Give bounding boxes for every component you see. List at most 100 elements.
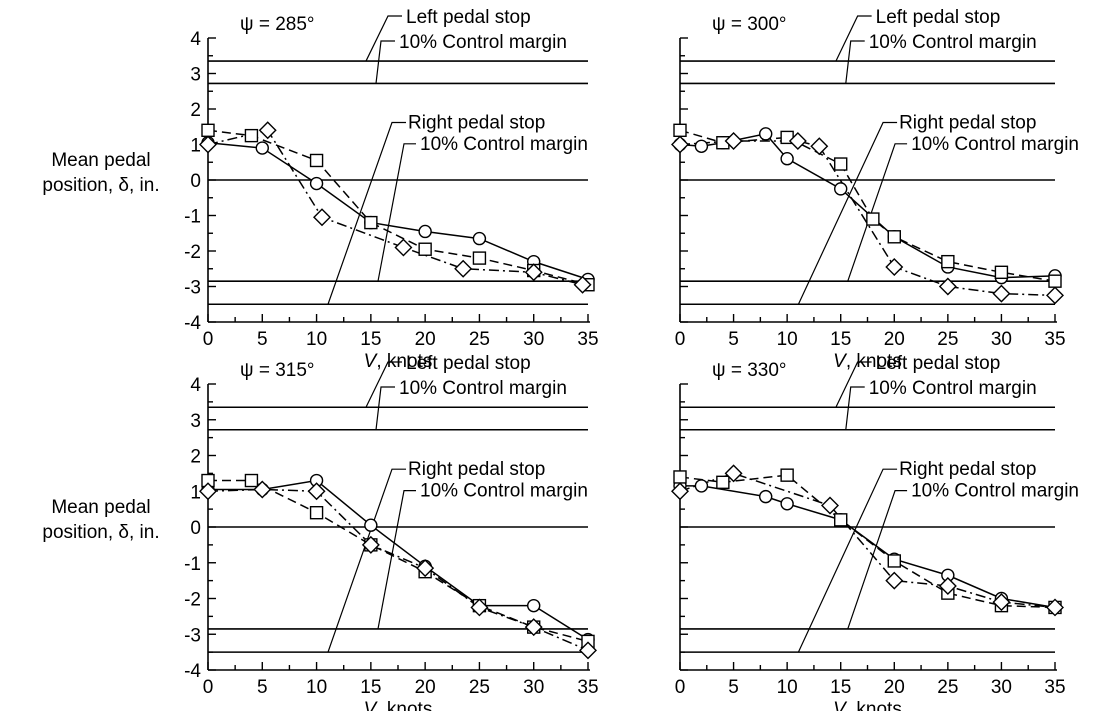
x-tick-label: 15 bbox=[830, 329, 851, 350]
y-tick-label: 1 bbox=[190, 136, 201, 157]
data-point-circle bbox=[694, 479, 709, 493]
data-point-diamond bbox=[199, 135, 217, 154]
annotation-control-margin-lower: 10% Control margin bbox=[420, 481, 588, 502]
annotation-control-margin-lower: 10% Control margin bbox=[911, 134, 1079, 155]
annotation-left-pedal-stop: Left pedal stop bbox=[406, 7, 531, 28]
data-point-square bbox=[309, 506, 324, 520]
x-tick-label: 25 bbox=[937, 677, 958, 698]
data-point-diamond bbox=[253, 480, 272, 499]
data-point-diamond bbox=[524, 263, 543, 282]
y-tick-label: -2 bbox=[184, 590, 201, 611]
x-tick-label: 5 bbox=[257, 329, 268, 350]
annotation-leader bbox=[797, 468, 898, 653]
annotation-leader bbox=[835, 361, 872, 408]
data-point-square bbox=[673, 123, 687, 138]
y-axis-label: position, δ, in. bbox=[42, 522, 159, 543]
y-tick-label: -3 bbox=[184, 625, 201, 646]
x-tick-label: 0 bbox=[675, 677, 686, 698]
panel-title: ψ = 330° bbox=[712, 360, 787, 381]
data-point-diamond bbox=[938, 277, 957, 296]
x-tick-label: 0 bbox=[203, 677, 214, 698]
data-point-diamond bbox=[258, 121, 277, 140]
x-tick-label: 35 bbox=[1044, 677, 1065, 698]
panel-title: ψ = 300° bbox=[712, 14, 787, 35]
data-point-square bbox=[834, 157, 848, 171]
annotation-control-margin: 10% Control margin bbox=[869, 378, 1037, 399]
annotation-right-pedal-stop: Right pedal stop bbox=[408, 459, 545, 480]
annotation-leader bbox=[327, 468, 406, 653]
annotation-right-pedal-stop: Right pedal stop bbox=[899, 113, 1036, 134]
annotation-leader bbox=[797, 121, 898, 305]
data-point-diamond bbox=[821, 496, 839, 515]
series-line bbox=[207, 129, 589, 286]
x-tick-label: 25 bbox=[937, 329, 958, 350]
data-point-diamond bbox=[573, 275, 592, 294]
y-tick-label: -2 bbox=[184, 242, 201, 263]
data-point-diamond bbox=[810, 137, 829, 156]
data-point-square bbox=[887, 554, 901, 568]
x-axis-label: V, knots bbox=[833, 351, 902, 372]
data-point-square bbox=[244, 128, 259, 143]
y-tick-label: -4 bbox=[184, 313, 201, 334]
data-point-square bbox=[309, 153, 324, 168]
data-point-square bbox=[994, 265, 1009, 279]
annotation-leader bbox=[365, 15, 402, 62]
annotation-left-pedal-stop: Left pedal stop bbox=[876, 7, 1001, 28]
x-tick-label: 0 bbox=[203, 329, 214, 350]
annotation-leader bbox=[377, 490, 416, 629]
data-point-square bbox=[887, 230, 901, 244]
data-point-circle bbox=[780, 497, 794, 511]
y-tick-label: 1 bbox=[190, 482, 201, 503]
annotation-right-pedal-stop: Right pedal stop bbox=[408, 113, 545, 134]
chart-panel: -4 -3 -2 -1 0 1 2 3 4 0 5 10 15 20 25 30 35 V, knots Mean … bbox=[42, 353, 598, 711]
data-point-square bbox=[834, 513, 848, 527]
x-tick-label: 15 bbox=[830, 677, 851, 698]
x-tick-label: 25 bbox=[469, 329, 490, 350]
y-tick-label: -1 bbox=[184, 207, 201, 228]
x-tick-label: 10 bbox=[306, 677, 327, 698]
data-point-diamond bbox=[885, 571, 904, 590]
data-point-square bbox=[1048, 274, 1062, 288]
data-point-circle bbox=[255, 141, 269, 155]
series-line bbox=[208, 479, 589, 641]
x-tick-label: 5 bbox=[728, 329, 739, 350]
data-point-diamond bbox=[470, 598, 489, 617]
chart-panel: 0 5 10 15 20 25 30 35 V, knots ψ = 330° Left pedal… bbox=[671, 353, 1079, 711]
data-point-square bbox=[201, 123, 215, 138]
y-tick-label: 3 bbox=[190, 411, 201, 432]
x-tick-label: 10 bbox=[306, 329, 327, 350]
data-point-circle bbox=[834, 182, 848, 196]
data-point-diamond bbox=[199, 482, 217, 501]
data-point-square bbox=[244, 473, 259, 488]
data-point-diamond bbox=[313, 208, 331, 227]
panel-title: ψ = 315° bbox=[240, 360, 315, 381]
data-point-diamond bbox=[394, 238, 413, 257]
data-point-diamond bbox=[724, 131, 743, 150]
x-tick-label: 20 bbox=[884, 329, 905, 350]
data-point-diamond bbox=[671, 482, 689, 501]
data-point-circle bbox=[364, 518, 378, 532]
annotation-control-margin: 10% Control margin bbox=[399, 378, 567, 399]
chart-panel: -4 -3 -2 -1 0 1 2 3 4 0 5 10 15 20 25 30 35 V, knots Mean … bbox=[42, 7, 598, 372]
data-point-diamond bbox=[671, 135, 689, 154]
data-point-circle bbox=[694, 139, 709, 153]
data-point-square bbox=[866, 212, 880, 226]
annotation-leader bbox=[845, 386, 865, 430]
data-point-square bbox=[364, 215, 378, 230]
x-tick-label: 20 bbox=[415, 329, 436, 350]
x-tick-label: 25 bbox=[469, 677, 490, 698]
x-tick-label: 10 bbox=[777, 677, 798, 698]
data-point-square bbox=[716, 475, 730, 490]
data-point-diamond bbox=[579, 641, 597, 660]
x-tick-label: 35 bbox=[577, 329, 598, 350]
y-tick-label: 4 bbox=[190, 29, 201, 50]
panel-title: ψ = 285° bbox=[240, 14, 315, 35]
y-tick-label: 4 bbox=[190, 375, 201, 396]
x-tick-label: 30 bbox=[523, 329, 544, 350]
y-tick-label: 0 bbox=[190, 171, 201, 192]
annotation-control-margin: 10% Control margin bbox=[399, 32, 567, 53]
series-line bbox=[207, 488, 589, 652]
y-tick-label: 3 bbox=[190, 65, 201, 86]
annotation-leader bbox=[847, 143, 908, 282]
